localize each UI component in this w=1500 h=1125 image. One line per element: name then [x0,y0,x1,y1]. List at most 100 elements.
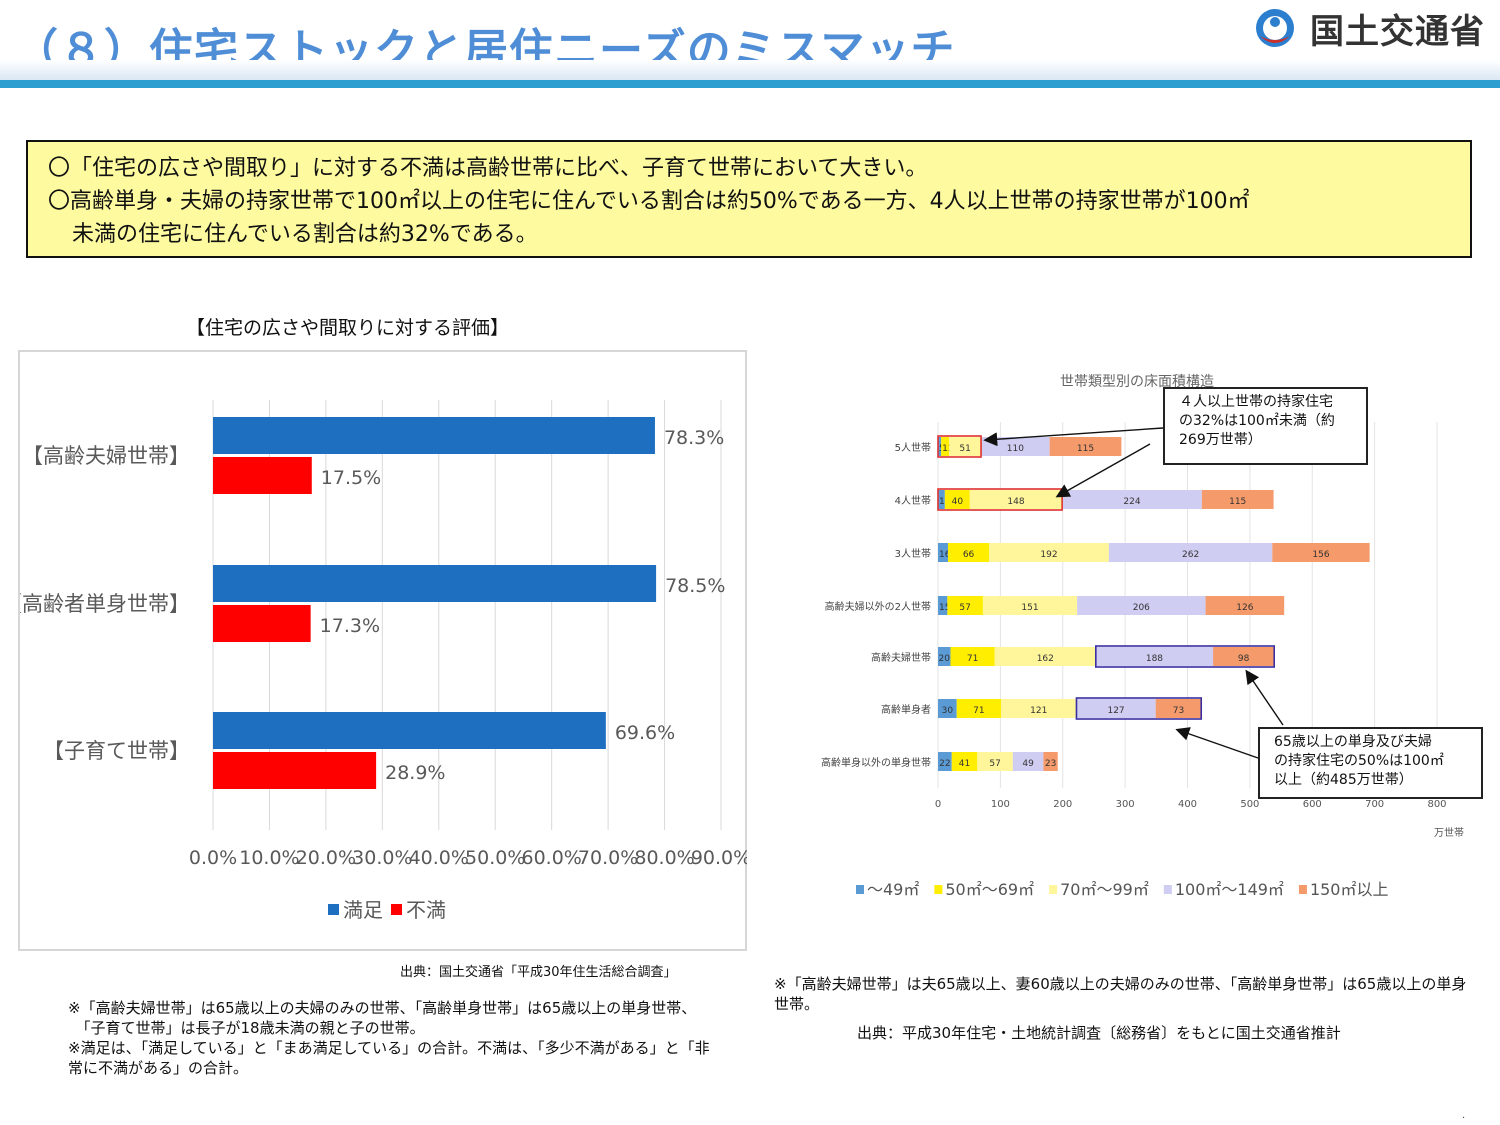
right-notes: ※「高齢夫婦世帯」は夫65歳以上、妻60歳以上の夫婦のみの世帯、「高齢単身世帯」… [774,975,1467,1013]
right-legend-label: 70㎡～99㎡ [1060,880,1149,899]
right-highlight-box [1095,645,1276,668]
right-legend-label: 100㎡～149㎡ [1175,880,1284,899]
callout-bottom-line-3: 以上（約485万世帯） [1274,772,1413,788]
right-segment-label: 110 [1007,444,1024,454]
right-segment-label: 121 [1030,706,1047,716]
right-bar-segment [956,699,1001,718]
summary-line-1: 〇「住宅の広さや間取り」に対する不満は高齢世帯に比べ、子育て世帯において大きい。 [48,156,928,181]
left-bar [213,457,312,494]
right-segment-label: 156 [1312,550,1329,560]
summary-box: 〇「住宅の広さや間取り」に対する不満は高齢世帯に比べ、子育て世帯において大きい。… [26,140,1472,258]
left-bar [213,605,311,642]
right-bar-segment [1213,647,1275,666]
left-bar [213,712,606,749]
right-segment-label: 41 [959,759,970,769]
left-note-3: ※満足は、「満足している」と「まあ満足している」の合計。不満は、「多少不満がある… [68,1039,710,1077]
right-segment-label: 22 [939,759,950,769]
right-bar-segment [1272,543,1370,562]
right-bar-segment [951,752,978,771]
callout-top-line-2: の32%は100㎡未満（約 [1179,413,1335,429]
right-bar-segment [1201,490,1274,509]
right-bar-segment [949,437,982,456]
right-category-label: 4人世帯 [895,494,931,507]
right-segment-label: 126 [1236,603,1253,613]
right-legend-label: 50㎡～69㎡ [945,880,1034,899]
right-bar-segment [989,543,1109,562]
right-segment-label: 57 [959,603,970,613]
left-chart-title: 【住宅の広さや間取りに対する評価】 [186,317,510,339]
left-category-label: 【子育て世帯】 [43,739,190,763]
right-bar-segment [1155,699,1202,718]
right-bar-segment [950,647,995,666]
right-segment-label: 49 [1022,759,1034,769]
right-bar-segment [981,437,1050,456]
right-segment-label: 51 [959,444,970,454]
left-x-tick-label: 30.0% [352,847,412,869]
right-segment-label: 40 [952,497,964,507]
right-segment-label: 224 [1123,497,1140,507]
right-bar-segment [1062,490,1202,509]
right-segment-label: 127 [1107,706,1124,716]
callout-arrow [983,427,1164,447]
left-x-tick-label: 60.0% [521,847,581,869]
right-segment-label: 57 [989,759,1000,769]
right-segment-label: 11 [939,497,950,507]
floor-area-stacked-chart: 世帯類型別の床面積構造 0 100 200 300 400 500 600 700 800 万世帯 5… [821,374,1464,899]
right-x-tick-label: 0 [935,799,941,810]
left-x-tick-label: 90.0% [691,847,747,869]
right-segment-label: 15 [939,603,950,613]
right-segment-label: 115 [1229,497,1246,507]
callout-arrow [1245,669,1284,726]
right-segment-label: 115 [1077,444,1094,454]
left-data-label: 78.5% [665,575,725,597]
right-bar-segment [969,490,1063,509]
right-bar-segment [1077,596,1206,615]
right-bar-segment [977,752,1013,771]
right-segment-label: 30 [942,706,954,716]
right-chart-title: 世帯類型別の床面積構造 [1060,374,1214,390]
right-x-tick-label: 300 [1116,799,1135,810]
right-category-label: 3人世帯 [895,547,931,560]
right-bar-segment [982,596,1078,615]
right-bar-segment [1095,647,1214,666]
right-x-tick-label: 600 [1303,799,1322,810]
callout-top-line-1: ４人以上世帯の持家住宅 [1179,394,1333,410]
right-highlight-box [1075,697,1203,720]
right-segment-label: 98 [1238,654,1250,664]
left-chart-frame: 0.0% 10.0% 20.0% 30.0% 40.0% 50.0% 60.0% 70.0% 8… [18,350,747,951]
left-x-tick-label: 50.0% [465,847,525,869]
left-legend-swatch [328,904,339,915]
right-segment-label: 206 [1133,603,1150,613]
callout-top-line-3: 269万世帯） [1179,432,1262,448]
left-legend-swatch [391,904,402,915]
right-segment-label: 71 [973,706,984,716]
right-segment-label: 192 [1040,550,1057,560]
left-x-tick-label: 40.0% [409,847,469,869]
logo-text: 国土交通省 [1310,12,1485,52]
left-x-tick-label: 0.0% [189,847,237,869]
right-bar-segment [1076,699,1156,718]
left-x-tick-label: 10.0% [239,847,299,869]
right-segment-label: 23 [1045,759,1056,769]
right-bar-segment [938,752,952,771]
right-bar-segment [941,437,950,456]
left-note-1: ※「高齢夫婦世帯」は65歳以上の夫婦のみの世帯、「高齢単身世帯」は65歳以上の単… [68,999,697,1017]
right-segment-label: 13 [942,444,953,454]
right-segment-label: 66 [963,550,975,560]
left-x-tick-label: 20.0% [296,847,356,869]
right-segment-label: 73 [1173,706,1184,716]
right-legend-swatch [856,885,864,894]
right-segment-label: 262 [1182,550,1199,560]
right-legend-swatch [1298,885,1307,894]
left-x-tick-label: 70.0% [578,847,638,869]
callout-arrow [1055,443,1151,498]
right-bar-segment [938,647,951,666]
left-legend-label: 不満 [406,898,446,922]
right-category-label: 高齢単身者 [881,703,931,716]
right-bar-segment [1012,752,1044,771]
right-bar-segment [1108,543,1273,562]
right-bar-segment [1043,752,1058,771]
right-legend-label: ～49㎡ [867,880,919,899]
right-bar-segment [944,490,970,509]
right-segment-label: 71 [967,654,978,664]
